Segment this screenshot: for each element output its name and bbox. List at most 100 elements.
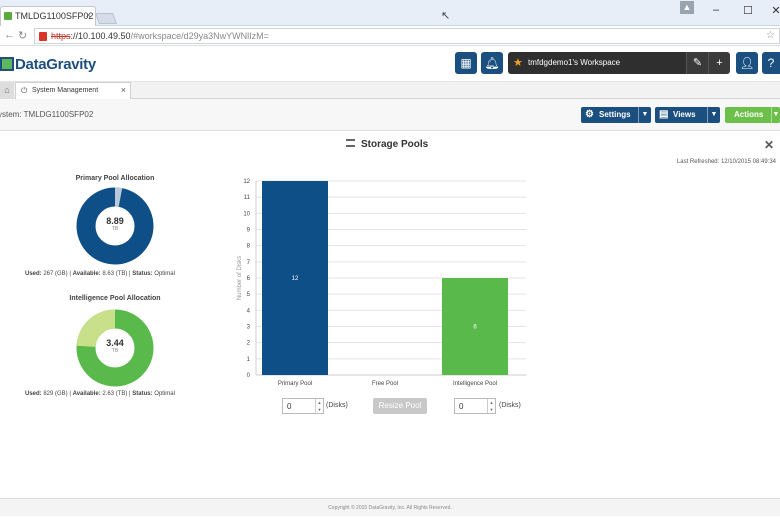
chevron-down-icon: ▼ <box>771 107 780 123</box>
used-label: Used: <box>25 271 42 277</box>
mouse-cursor-icon: ↖ <box>441 10 451 22</box>
workspace-selector[interactable]: ★ tmfdgdemo1's Workspace <box>508 52 686 74</box>
home-icon: ⌂ <box>4 85 10 95</box>
used-label: Used: <box>25 391 42 397</box>
intelligence-pool-donut <box>76 309 154 387</box>
close-page-tab-icon[interactable]: × <box>120 85 126 95</box>
logo-mark-icon <box>0 57 14 71</box>
minimize-window-icon[interactable]: – <box>712 4 720 16</box>
stepper-value: 0 <box>459 402 464 411</box>
insecure-lock-icon <box>39 32 47 41</box>
close-tab-icon[interactable]: × <box>85 10 91 20</box>
browser-tab-bar: TMLDG1100SFP02 - | × ↖ ▲ – ☐ ✕ <box>0 0 780 26</box>
new-tab-button[interactable] <box>94 13 118 24</box>
intelligence-pool-center: 3.44 TB <box>95 338 135 354</box>
logo-text: DataGravity <box>15 56 96 73</box>
primary-pool-total: 8.89 <box>106 216 124 226</box>
app-header: DataGravity ▦ 🔔︎ ★ tmfdgdemo1's Workspac… <box>0 46 780 82</box>
system-name: ystem: TMLDG1100SFP02 <box>0 110 94 119</box>
last-refreshed: Last Refreshed: 12/10/2015 08:49:34 <box>676 159 776 165</box>
primary-pool-title: Primary Pool Allocation <box>75 175 155 182</box>
y-tick-label: 6 <box>247 276 251 282</box>
power-icon: ⏻ <box>21 86 28 95</box>
actions-label: Actions <box>734 110 764 119</box>
primary-pool-disks-stepper[interactable]: 0 ▲ ▼ <box>282 398 324 414</box>
y-tick-label: 8 <box>247 244 251 250</box>
status-label: Status: <box>132 391 153 397</box>
browser-tab[interactable]: TMLDG1100SFP02 - | × <box>0 6 96 26</box>
x-tick-label: Intelligence Pool <box>453 381 497 387</box>
actions-button[interactable]: Actions ▼ <box>725 107 780 123</box>
logo[interactable]: DataGravity <box>0 56 96 73</box>
y-tick-label: 11 <box>244 195 251 201</box>
primary-pool-center: 8.89 TB <box>95 216 135 232</box>
dashboard-grid-button[interactable]: ▦ <box>455 52 477 74</box>
help-button[interactable]: ? <box>762 52 780 74</box>
url-path: /#workspace/d29ya3NwYWNlIzM= <box>130 31 269 41</box>
plus-icon: + <box>716 57 723 69</box>
close-window-icon[interactable]: ✕ <box>771 5 780 17</box>
intelligence-pool-unit: TB <box>111 348 119 354</box>
reload-icon[interactable]: ↻ <box>18 30 28 42</box>
help-icon: ? <box>767 56 775 70</box>
intelligence-pool-title: Intelligence Pool Allocation <box>69 295 161 302</box>
user-button[interactable]: 👤︎ <box>736 52 758 74</box>
stepper-value: 0 <box>287 402 292 411</box>
primary-pool-used-arc <box>76 187 154 265</box>
disks-label: (Disks) <box>326 402 348 409</box>
user-profile-icon[interactable]: ▲ <box>680 1 694 14</box>
y-tick-label: 1 <box>247 357 251 363</box>
bar-data-label: 6 <box>473 325 477 331</box>
chevron-down-icon: ▼ <box>707 107 720 123</box>
settings-label: Settings <box>599 110 631 119</box>
edit-workspace-button[interactable]: ✎ <box>686 52 708 74</box>
panel-title-text: Storage Pools <box>361 139 429 150</box>
page-tab-row: ⌂ ⏻ System Management × <box>0 82 780 99</box>
used-value: 829 (GB) | <box>41 391 73 397</box>
primary-pool-unit: TB <box>111 226 119 232</box>
y-axis-label: Number of Disks <box>237 256 243 300</box>
notifications-button[interactable]: 🔔︎ <box>481 52 503 74</box>
primary-pool-donut <box>76 187 154 265</box>
workspace-label: tmfdgdemo1's Workspace <box>528 58 621 67</box>
intelligence-pool-disks-stepper[interactable]: 0 ▲ ▼ <box>454 398 496 414</box>
chart-icon: ▤ <box>659 109 669 120</box>
y-tick-label: 12 <box>243 179 250 185</box>
pencil-icon: ✎ <box>692 57 703 69</box>
views-label: Views <box>673 110 696 119</box>
y-tick-label: 0 <box>247 373 251 379</box>
close-panel-icon[interactable]: ✕ <box>764 138 775 152</box>
favorite-star-icon: ★ <box>513 57 523 69</box>
x-tick-label: Primary Pool <box>278 381 312 387</box>
maximize-window-icon[interactable]: ☐ <box>743 5 753 17</box>
available-value: 8.63 (TB) | <box>100 271 133 277</box>
grid-icon: ▦ <box>460 56 472 70</box>
url-host: ://10.100.49.50 <box>70 31 131 41</box>
bookmark-star-icon[interactable]: ☆ <box>766 30 775 41</box>
y-tick-label: 9 <box>247 228 251 234</box>
tab-system-management[interactable]: ⏻ System Management × <box>15 82 131 99</box>
intelligence-pool-caption: Used: 829 (GB) | Available: 2.63 (TB) | … <box>25 391 175 397</box>
stepper-arrows-icon[interactable]: ▲ ▼ <box>487 399 495 413</box>
settings-button[interactable]: ⚙ Settings ▼ <box>581 107 651 123</box>
intelligence-pool-used-arc <box>76 309 154 387</box>
resize-pool-button[interactable]: Resize Pool <box>373 398 427 414</box>
add-workspace-button[interactable]: + <box>708 52 730 74</box>
views-button[interactable]: ▤ Views ▼ <box>655 107 720 123</box>
bar <box>262 181 328 375</box>
footer: Copyright © 2015 DataGravity, Inc. All R… <box>0 498 780 516</box>
status-value: Optimal <box>152 271 175 277</box>
chevron-down-icon: ▼ <box>638 107 651 123</box>
stepper-arrows-icon[interactable]: ▲ ▼ <box>315 399 323 413</box>
home-tab-button[interactable]: ⌂ <box>0 82 14 99</box>
address-bar: ← ↻ https://10.100.49.50/#workspace/d29y… <box>0 26 780 46</box>
storage-icon <box>346 139 355 147</box>
user-icon: 👤︎ <box>739 56 755 70</box>
x-tick-label: Free Pool <box>372 381 398 387</box>
gear-icon: ⚙ <box>585 109 594 120</box>
url-input[interactable]: https://10.100.49.50/#workspace/d29ya3Nw… <box>34 28 780 44</box>
url-scheme: https <box>51 31 71 41</box>
back-arrow-icon[interactable]: ← <box>4 29 15 41</box>
used-value: 267 (GB) | <box>41 271 73 277</box>
